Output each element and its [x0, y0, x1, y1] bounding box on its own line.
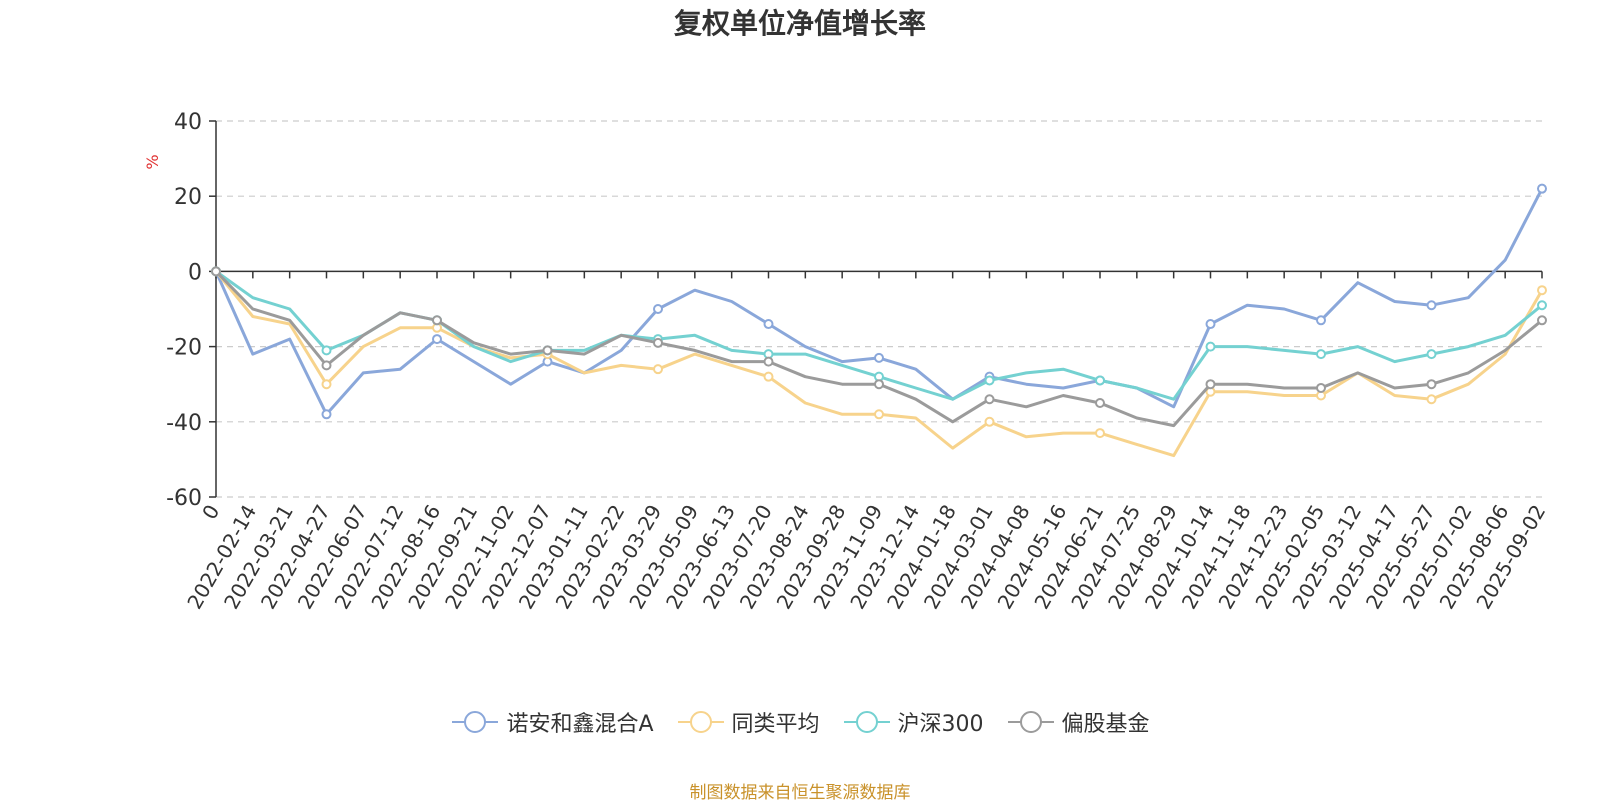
- y-tick-label: -60: [166, 486, 202, 511]
- series-point: [1426, 394, 1437, 405]
- y-tick-label: -20: [166, 336, 202, 361]
- series-point: [1205, 319, 1216, 330]
- y-tick-label: 20: [174, 185, 202, 210]
- series-point: [984, 375, 995, 386]
- series-point: [984, 416, 995, 427]
- source-note: 制图数据来自恒生聚源数据库: [689, 783, 911, 803]
- series-point: [1095, 398, 1105, 408]
- series-point: [1426, 349, 1437, 360]
- series-point: [542, 345, 553, 356]
- series-point: [321, 379, 332, 390]
- series-point: [1537, 315, 1547, 326]
- series-point: [1316, 349, 1326, 360]
- series-point: [763, 319, 774, 330]
- series-point: [1316, 315, 1326, 326]
- legend-label: 偏股基金: [1061, 712, 1150, 737]
- legend-marker-icon: [1007, 711, 1054, 733]
- series-point: [321, 409, 332, 420]
- series-point: [1537, 285, 1547, 296]
- series-point: [1426, 379, 1437, 390]
- series-point: [1537, 183, 1547, 194]
- series-point: [432, 315, 442, 326]
- series-point: [321, 345, 332, 356]
- legend-marker-icon: [677, 711, 724, 733]
- series-point: [874, 379, 884, 390]
- legend-item[interactable]: 诺安和鑫混合A: [450, 706, 654, 738]
- series-point: [321, 360, 332, 371]
- legend: 诺安和鑫混合A 同类平均 沪深300 偏股基金: [0, 706, 1600, 738]
- y-tick-label: -40: [166, 411, 202, 436]
- series-point: [874, 352, 884, 363]
- series-point: [1095, 375, 1105, 386]
- legend-item[interactable]: 偏股基金: [1006, 706, 1150, 738]
- y-axis-label: %: [143, 154, 162, 169]
- legend-item[interactable]: 同类平均: [676, 706, 820, 738]
- series-point: [763, 371, 774, 382]
- chart-title: 复权单位净值增长率: [673, 7, 926, 40]
- series-point: [1095, 428, 1105, 439]
- y-tick-label: 0: [188, 260, 202, 285]
- series-point: [1426, 300, 1437, 311]
- y-tick-label: 40: [174, 110, 202, 135]
- legend-label: 诺安和鑫混合A: [506, 712, 654, 737]
- series-point: [984, 394, 995, 405]
- series-point: [1537, 300, 1547, 311]
- series-point: [653, 304, 663, 314]
- legend-marker-icon: [452, 711, 499, 733]
- legend-item[interactable]: 沪深300: [842, 706, 984, 738]
- series-point: [211, 266, 221, 277]
- series-point: [874, 409, 884, 420]
- legend-marker-icon: [843, 711, 890, 733]
- x-tick-label: 0: [197, 501, 224, 524]
- series-point: [653, 337, 663, 348]
- series-point: [1316, 382, 1326, 393]
- series-point: [1205, 379, 1216, 390]
- series-point: [1205, 341, 1216, 352]
- line-chart: 40200-20-40-60%02022-02-142022-03-212022…: [143, 110, 1550, 613]
- legend-label: 同类平均: [731, 712, 820, 737]
- series-point: [432, 334, 442, 345]
- series-point: [763, 356, 774, 367]
- series-point: [653, 364, 663, 375]
- legend-label: 沪深300: [897, 712, 984, 737]
